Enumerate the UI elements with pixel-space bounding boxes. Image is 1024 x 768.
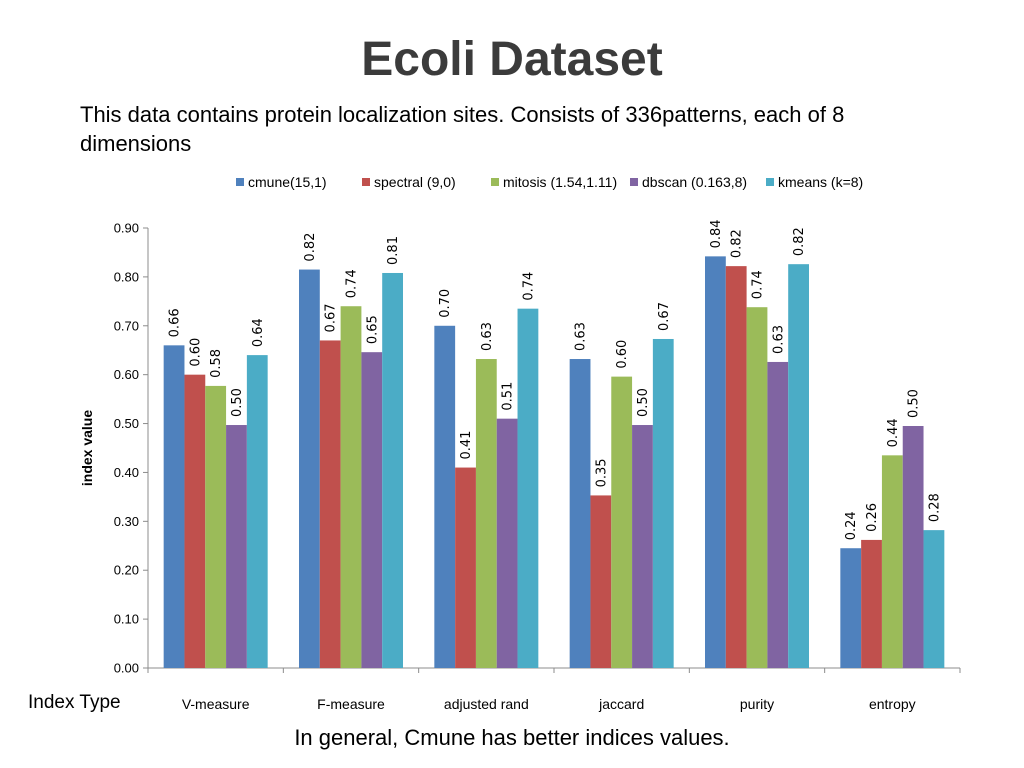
y-tick-label: 0.10 [114, 612, 139, 627]
bar-value-label: 0.60 [615, 340, 630, 369]
y-tick-label: 0.40 [114, 465, 139, 480]
bar-value-label: 0.74 [521, 272, 536, 301]
bar-value-label: 0.28 [927, 493, 942, 522]
bar [590, 495, 612, 668]
y-tick-label: 0.80 [114, 269, 139, 284]
bar-value-label: 0.35 [594, 458, 609, 487]
y-axis-label-group: index value [79, 410, 95, 486]
bar [299, 269, 320, 668]
chart-legend: cmune(15,1) spectral (9,0) mitosis (1.54,1… [236, 174, 863, 190]
bar [881, 455, 903, 668]
bar [861, 539, 882, 668]
bar-value-label: 0.74 [751, 270, 766, 299]
x-category-label: F-measure [317, 696, 385, 712]
y-axis-label: index value [79, 410, 95, 486]
chart-value-labels: 0.66 0.60 0.58 0.50 0.64 0.82 0.67 0.74 0.65 0.81… [168, 219, 943, 540]
bar [725, 266, 747, 668]
legend-swatch [766, 178, 774, 186]
bar [205, 385, 227, 668]
bar-value-label: 0.81 [386, 236, 401, 265]
bar-value-label: 0.58 [209, 349, 224, 378]
bar [361, 352, 383, 668]
bar [569, 359, 591, 668]
bar-value-label: 0.82 [730, 229, 745, 258]
legend-label: mitosis (1.54,1.11) [503, 174, 617, 190]
bar-value-label: 0.67 [657, 302, 672, 331]
legend-label: spectral (9,0) [374, 174, 456, 190]
y-tick-label: 0.60 [114, 367, 139, 382]
legend-swatch [491, 178, 499, 186]
bar [475, 359, 497, 668]
bar [434, 325, 456, 668]
bar-value-label: 0.50 [636, 388, 651, 417]
bar [382, 272, 403, 668]
y-tick-label: 0.20 [114, 563, 139, 578]
x-category-label: jaccard [598, 696, 644, 712]
bar [788, 264, 809, 668]
bar [455, 467, 476, 668]
bar-value-label: 0.50 [907, 389, 922, 418]
x-category-label: purity [740, 696, 774, 712]
bar-value-label: 0.67 [324, 303, 339, 332]
bar [652, 338, 674, 668]
bar-value-label: 0.41 [459, 431, 474, 460]
legend-swatch [236, 178, 244, 186]
bar [226, 425, 247, 668]
bar-value-label: 0.63 [771, 325, 786, 354]
legend-label: dbscan (0.163,8) [642, 174, 747, 190]
bar-value-label: 0.51 [501, 382, 516, 411]
x-category-label: V-measure [182, 696, 250, 712]
legend-label: kmeans (k=8) [778, 174, 863, 190]
y-tick-label: 0.70 [114, 318, 139, 333]
bar-value-label: 0.65 [365, 315, 380, 344]
bar-value-label: 0.60 [188, 338, 203, 367]
bar-value-label: 0.82 [303, 233, 318, 262]
slide-description: This data contains protein localization … [80, 102, 845, 156]
bar-value-label: 0.26 [865, 503, 880, 532]
bar-value-label: 0.24 [844, 511, 859, 540]
slide-title: Ecoli Dataset [361, 33, 663, 86]
chart-category-labels: V-measure F-measure adjusted rand jaccard pu… [182, 696, 916, 712]
bar [496, 418, 518, 668]
index-type-label: Index Type [28, 692, 121, 713]
bar [319, 340, 341, 668]
legend-swatch [630, 178, 638, 186]
bar-value-label: 0.64 [251, 318, 266, 347]
bar [611, 376, 633, 668]
bar [184, 374, 206, 668]
bar [632, 425, 653, 668]
y-tick-label: 0.30 [114, 514, 139, 529]
bar [340, 306, 362, 668]
bar [517, 308, 539, 668]
bar-value-label: 0.82 [792, 227, 807, 256]
bar [705, 256, 726, 668]
bar-value-label: 0.63 [480, 322, 495, 351]
bar [923, 530, 945, 668]
bar [840, 548, 862, 668]
bar-value-label: 0.63 [574, 322, 589, 351]
legend-swatch [362, 178, 370, 186]
bar-value-label: 0.44 [886, 418, 901, 447]
chart-axes: 0.00 0.10 0.20 0.30 0.40 0.50 0.60 0.70 0.80 0.90 [114, 221, 961, 676]
bar [163, 345, 185, 668]
bar-value-label: 0.70 [438, 289, 453, 318]
y-tick-label: 0.50 [114, 416, 139, 431]
bar-value-label: 0.74 [345, 269, 360, 298]
bar [246, 355, 268, 668]
x-category-label: entropy [869, 696, 916, 712]
bar [902, 426, 924, 668]
bar [767, 361, 789, 668]
chart-bars [163, 256, 945, 668]
bar-value-label: 0.50 [230, 388, 245, 417]
bar-value-label: 0.84 [709, 219, 724, 248]
legend-label: cmune(15,1) [248, 174, 327, 190]
footnote: In general, Cmune has better indices val… [294, 725, 730, 750]
y-tick-label: 0.00 [114, 661, 139, 676]
y-tick-label: 0.90 [114, 221, 139, 236]
x-category-label: adjusted rand [444, 696, 529, 712]
bar-value-label: 0.66 [168, 308, 183, 337]
bar [746, 307, 768, 668]
